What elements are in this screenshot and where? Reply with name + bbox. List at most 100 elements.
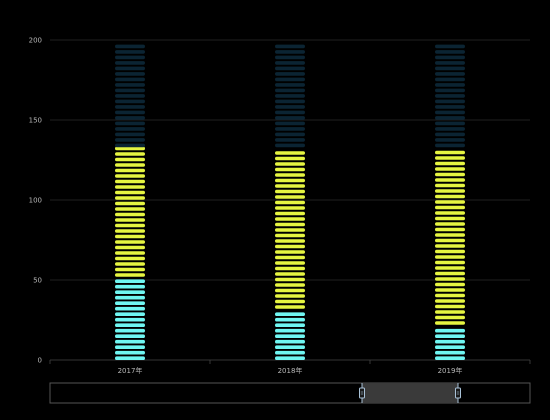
- bar-segment: [435, 110, 465, 115]
- bar-segment: [435, 143, 465, 148]
- bar-segment: [435, 244, 465, 248]
- bar-segment: [115, 229, 145, 233]
- bar-segment: [275, 127, 305, 131]
- bar-segment: [115, 157, 145, 162]
- bar-segment: [435, 77, 465, 82]
- bar-segment: [435, 172, 465, 177]
- bar-segment: [275, 211, 305, 216]
- bar-segment: [435, 293, 465, 298]
- zoom-handle[interactable]: [359, 383, 365, 403]
- bar-segment: [435, 50, 465, 54]
- bar-segment: [435, 205, 465, 210]
- bar-segment: [275, 94, 305, 98]
- bar-segment: [115, 138, 145, 142]
- bar-segment: [115, 83, 145, 87]
- bar-segment: [115, 152, 145, 156]
- bar-segment: [435, 345, 465, 349]
- bar-segment: [115, 245, 145, 250]
- bar-segment: [435, 94, 465, 98]
- bar-segment: [275, 105, 305, 109]
- bar-segment: [435, 310, 465, 314]
- bar-segment: [275, 345, 305, 349]
- bar-segment: [435, 66, 465, 71]
- bar-segment: [275, 162, 305, 166]
- bar-segment: [115, 163, 145, 167]
- bar-segment: [115, 334, 145, 338]
- bar-segment: [435, 194, 465, 199]
- bar-segment: [115, 190, 145, 195]
- bar-segment: [275, 266, 305, 271]
- bar-segment: [115, 174, 145, 178]
- bar-segment: [435, 321, 465, 325]
- zoom-handle[interactable]: [455, 383, 461, 403]
- bar: [435, 328, 465, 360]
- bar-segment: [275, 356, 305, 360]
- zoom-handle-grip[interactable]: [359, 387, 365, 399]
- bar-segment: [435, 178, 465, 182]
- bar-segment: [275, 44, 305, 49]
- x-tick-label: 2019年: [438, 366, 463, 375]
- bar-segment: [435, 88, 465, 93]
- bar-segment: [435, 72, 465, 76]
- bar-segment: [435, 315, 465, 320]
- bar-segment: [115, 44, 145, 49]
- bar-segment: [275, 244, 305, 249]
- bar-segment: [275, 228, 305, 232]
- bar: [115, 146, 145, 277]
- bar-segment: [275, 156, 305, 161]
- bar-segment: [275, 121, 305, 126]
- bar-segment: [115, 94, 145, 98]
- bar-segment: [115, 251, 145, 255]
- bar-segment: [275, 99, 305, 104]
- bar-segment: [115, 61, 145, 65]
- bar-segment: [435, 282, 465, 287]
- zoom-handle-grip[interactable]: [455, 387, 461, 399]
- x-tick-label: 2017年: [118, 366, 143, 375]
- bar-segment: [115, 284, 145, 289]
- bar-segment: [275, 323, 305, 327]
- bar-stack: [435, 44, 465, 360]
- zoom-track[interactable]: [49, 382, 531, 404]
- bar: [275, 44, 305, 148]
- bar-segment: [275, 50, 305, 54]
- bar-segment: [435, 200, 465, 204]
- bar-segment: [275, 151, 305, 155]
- bar-segment: [115, 201, 145, 206]
- bar-segment: [115, 116, 145, 120]
- bar-segment: [115, 66, 145, 71]
- bar-segment: [275, 312, 305, 316]
- bar-segment: [115, 168, 145, 173]
- axes: 0 50 100 150 200 2017年 2018年 2019年: [29, 37, 531, 375]
- y-tick-label: 100: [29, 197, 42, 205]
- bar-segment: [275, 138, 305, 142]
- bar-segment: [435, 211, 465, 215]
- bar-segment: [115, 132, 145, 137]
- bar: [275, 312, 305, 360]
- bar-segment: [115, 290, 145, 294]
- bar-segment: [275, 178, 305, 183]
- bar-segment: [275, 77, 305, 82]
- bar-segment: [435, 216, 465, 221]
- bar-segment: [275, 72, 305, 76]
- bar-segment: [115, 55, 145, 60]
- bar-segment: [275, 217, 305, 221]
- bar-segment: [275, 83, 305, 87]
- bar-segment: [435, 167, 465, 171]
- bar-segment: [275, 277, 305, 282]
- bar-segment: [115, 127, 145, 131]
- bar-segment: [275, 294, 305, 298]
- bar-segment: [115, 339, 145, 344]
- x-tick-label: 2018年: [278, 366, 303, 375]
- bar-segment: [275, 143, 305, 148]
- bar-segment: [435, 44, 465, 49]
- bar-segment: [275, 272, 305, 276]
- zoom-window[interactable]: [362, 383, 458, 403]
- bar-segment: [435, 328, 465, 333]
- bar-segment: [435, 233, 465, 237]
- bar-segment: [275, 189, 305, 194]
- bar: [435, 150, 465, 325]
- bar: [275, 151, 305, 309]
- bar-segment: [275, 55, 305, 60]
- data-zoom-slider[interactable]: [49, 382, 531, 404]
